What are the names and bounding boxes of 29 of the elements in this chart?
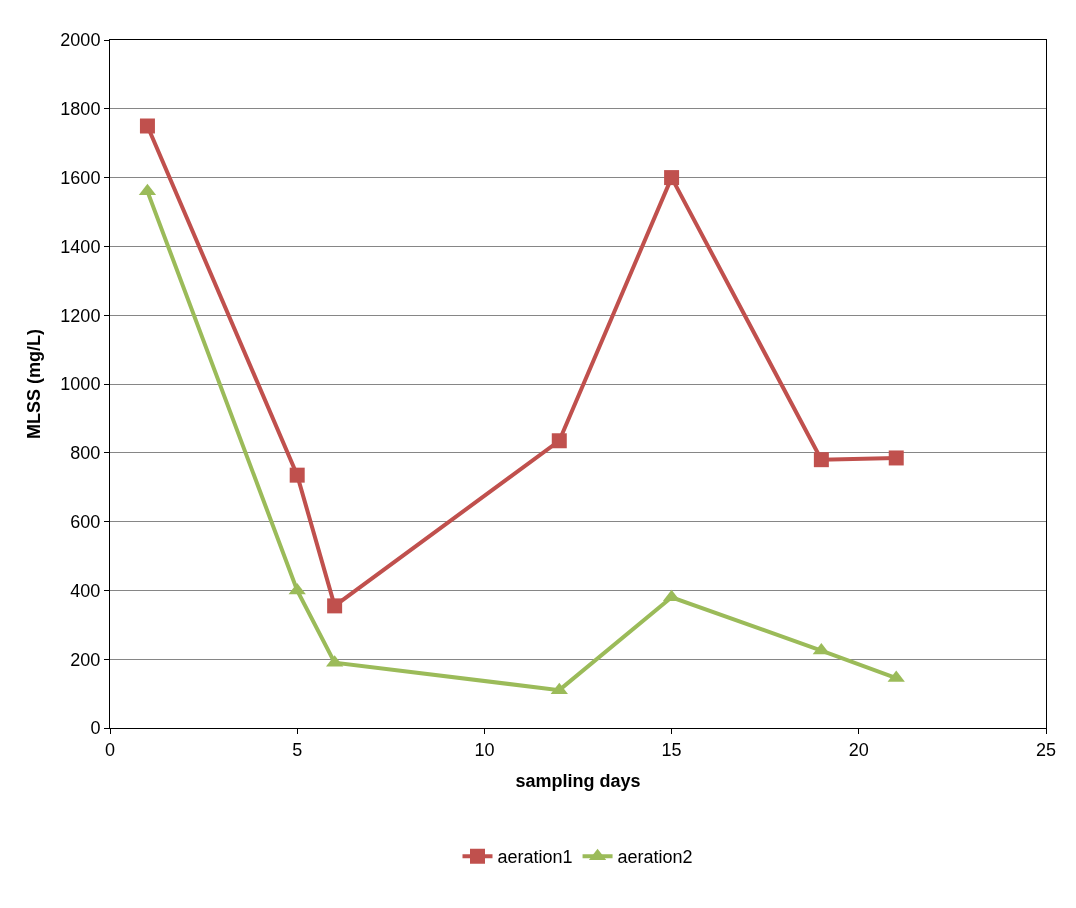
y-tick-label: 1400 (60, 236, 101, 257)
point (327, 598, 343, 614)
y-tick-label: 400 (70, 580, 101, 601)
point (813, 452, 829, 468)
x-tick-label: 25 (1035, 739, 1057, 760)
point (289, 467, 305, 483)
y-tick-label: 1200 (60, 305, 101, 326)
point (664, 170, 680, 186)
legend-label: aeration1 (497, 847, 573, 868)
x-tick-label: 15 (661, 739, 682, 760)
y-tick-label: 600 (70, 511, 101, 532)
x-axis-title: sampling days (515, 770, 641, 791)
x-tick-label: 10 (474, 739, 495, 760)
y-tick-label: 1000 (60, 374, 101, 395)
y-tick-label: 1600 (60, 167, 101, 188)
y-tick-label: 800 (70, 443, 101, 464)
x-tick-label: 0 (104, 739, 116, 760)
y-tick-label: 2000 (60, 30, 101, 51)
x-tick-label: 20 (848, 739, 869, 760)
legend-label: aeration2 (617, 847, 693, 868)
point (288, 582, 306, 595)
y-tick-label: 1800 (60, 99, 101, 120)
point (139, 118, 155, 134)
point (888, 450, 904, 466)
y-tick-label: 200 (70, 649, 101, 670)
y-axis-title: MLSS (mg/L) (23, 329, 44, 439)
y-tick-label: 0 (90, 718, 101, 739)
x-tick-label: 5 (292, 739, 303, 760)
point (551, 433, 567, 449)
